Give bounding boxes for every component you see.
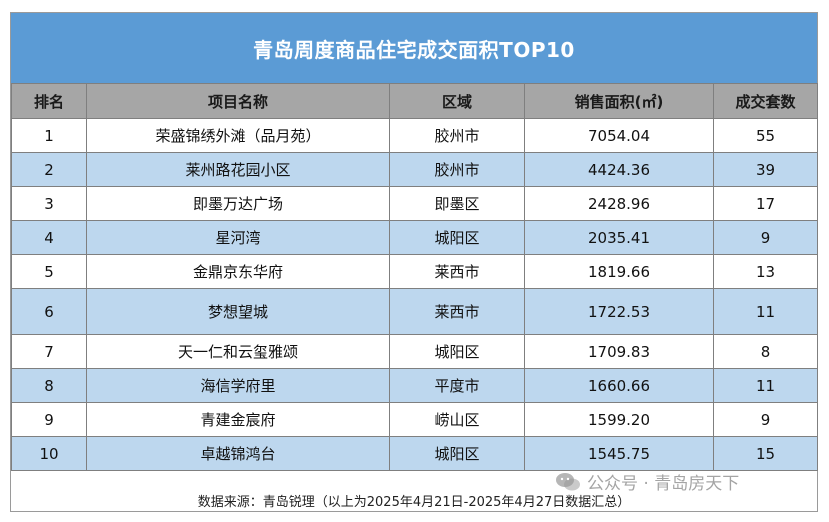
- project-name-cell: 天一仁和云玺雅颂: [86, 334, 390, 369]
- data-source-note: 数据来源：青岛锐理（以上为2025年4月21日-2025年4月27日数据汇总）: [197, 494, 631, 510]
- rank-cell: 10: [11, 436, 87, 471]
- units-sold-cell: 8: [713, 334, 818, 369]
- ranking-table: 排名 项目名称 区域 销售面积(㎡) 成交套数 1 荣盛锦绣外滩（品月苑） 胶州…: [11, 83, 818, 471]
- district-cell: 莱西市: [389, 254, 525, 289]
- table-row: 9 青建金宸府 崂山区 1599.20 9: [11, 402, 818, 437]
- sales-area-cell: 1709.83: [524, 334, 714, 369]
- project-name-cell: 金鼎京东华府: [86, 254, 390, 289]
- rank-cell: 7: [11, 334, 87, 369]
- column-header-project-name: 项目名称: [86, 83, 390, 119]
- district-cell: 城阳区: [389, 436, 525, 471]
- sales-area-cell: 1722.53: [524, 288, 714, 335]
- district-cell: 崂山区: [389, 402, 525, 437]
- project-name-cell: 卓越锦鸿台: [86, 436, 390, 471]
- table-row: 2 莱州路花园小区 胶州市 4424.36 39: [11, 152, 818, 187]
- district-cell: 胶州市: [389, 152, 525, 187]
- units-sold-cell: 11: [713, 288, 818, 335]
- ranking-table-card: 青岛周度商品住宅成交面积TOP10 排名 项目名称 区域 销售面积(㎡) 成交套…: [10, 12, 818, 512]
- table-row: 7 天一仁和云玺雅颂 城阳区 1709.83 8: [11, 334, 818, 369]
- sales-area-cell: 7054.04: [524, 118, 714, 153]
- project-name-cell: 海信学府里: [86, 368, 390, 403]
- units-sold-cell: 39: [713, 152, 818, 187]
- rank-cell: 2: [11, 152, 87, 187]
- column-header-sales-area: 销售面积(㎡): [524, 83, 714, 119]
- table-header-row: 排名 项目名称 区域 销售面积(㎡) 成交套数: [11, 83, 818, 119]
- sales-area-cell: 1819.66: [524, 254, 714, 289]
- rank-cell: 5: [11, 254, 87, 289]
- column-header-rank: 排名: [11, 83, 87, 119]
- table-row: 6 梦想望城 莱西市 1722.53 11: [11, 288, 818, 335]
- sales-area-cell: 1599.20: [524, 402, 714, 437]
- project-name-cell: 青建金宸府: [86, 402, 390, 437]
- units-sold-cell: 13: [713, 254, 818, 289]
- units-sold-cell: 9: [713, 402, 818, 437]
- rank-cell: 4: [11, 220, 87, 255]
- district-cell: 莱西市: [389, 288, 525, 335]
- table-row: 10 卓越锦鸿台 城阳区 1545.75 15: [11, 436, 818, 471]
- units-sold-cell: 17: [713, 186, 818, 221]
- project-name-cell: 梦想望城: [86, 288, 390, 335]
- table-title: 青岛周度商品住宅成交面积TOP10: [11, 13, 817, 83]
- rank-cell: 3: [11, 186, 87, 221]
- table-row: 8 海信学府里 平度市 1660.66 11: [11, 368, 818, 403]
- rank-cell: 6: [11, 288, 87, 335]
- table-row: 3 即墨万达广场 即墨区 2428.96 17: [11, 186, 818, 221]
- district-cell: 平度市: [389, 368, 525, 403]
- project-name-cell: 即墨万达广场: [86, 186, 390, 221]
- sales-area-cell: 1545.75: [524, 436, 714, 471]
- sales-area-cell: 2035.41: [524, 220, 714, 255]
- district-cell: 城阳区: [389, 220, 525, 255]
- table-row: 4 星河湾 城阳区 2035.41 9: [11, 220, 818, 255]
- units-sold-cell: 15: [713, 436, 818, 471]
- district-cell: 胶州市: [389, 118, 525, 153]
- units-sold-cell: 11: [713, 368, 818, 403]
- table-row: 1 荣盛锦绣外滩（品月苑） 胶州市 7054.04 55: [11, 118, 818, 153]
- column-header-district: 区域: [389, 83, 525, 119]
- sales-area-cell: 4424.36: [524, 152, 714, 187]
- units-sold-cell: 9: [713, 220, 818, 255]
- table-row: 5 金鼎京东华府 莱西市 1819.66 13: [11, 254, 818, 289]
- sales-area-cell: 2428.96: [524, 186, 714, 221]
- project-name-cell: 荣盛锦绣外滩（品月苑）: [86, 118, 390, 153]
- rank-cell: 9: [11, 402, 87, 437]
- rank-cell: 8: [11, 368, 87, 403]
- sales-area-cell: 1660.66: [524, 368, 714, 403]
- project-name-cell: 莱州路花园小区: [86, 152, 390, 187]
- district-cell: 城阳区: [389, 334, 525, 369]
- project-name-cell: 星河湾: [86, 220, 390, 255]
- column-header-units-sold: 成交套数: [713, 83, 818, 119]
- rank-cell: 1: [11, 118, 87, 153]
- district-cell: 即墨区: [389, 186, 525, 221]
- units-sold-cell: 55: [713, 118, 818, 153]
